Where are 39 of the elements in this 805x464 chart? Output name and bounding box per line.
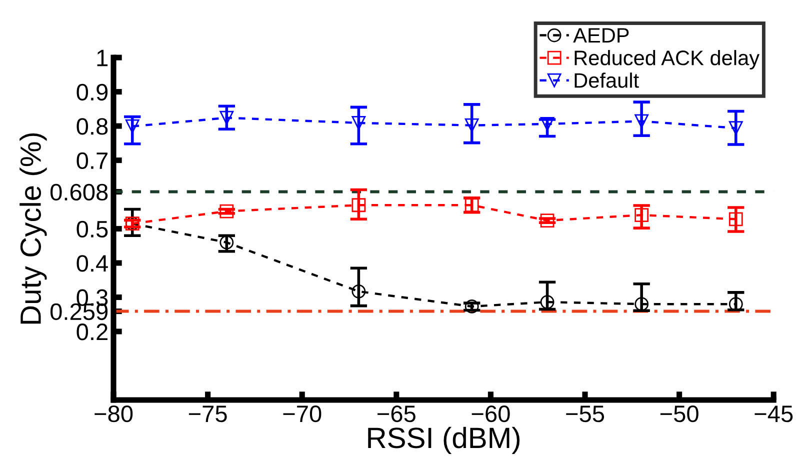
x-tick-label: −45 [754,406,793,422]
y-tick-label: 0.8 [76,118,108,135]
y-tick-label: 0.608 [50,184,108,201]
point [728,121,743,136]
point [352,284,366,298]
point [634,114,649,128]
point [220,204,234,218]
legend-label: Default [574,72,639,88]
y-tick-label: 0.5 [76,220,108,238]
point [540,117,554,131]
point [464,300,479,314]
y-tick-label: 0.4 [76,255,108,272]
y-tick-label: 0.7 [76,152,108,170]
point [220,110,234,125]
x-tick-label: −65 [378,405,416,422]
point [220,236,234,250]
point [352,198,366,212]
point [464,198,479,212]
point [634,208,649,222]
point [352,116,366,130]
y-tick-label: 0.9 [76,84,108,101]
y-tick-label: 0.2 [76,324,108,340]
x-tick-label: −50 [660,405,698,422]
point [125,119,140,134]
point [540,214,554,228]
x-tick-label: −70 [283,405,322,422]
y-tick-label: 1 [97,50,108,66]
point [540,295,554,309]
legend-label: Reduced ACK delay [574,50,760,70]
y-axis-title: Duty Cycle (%) [20,133,47,324]
legend-label: AEDP [573,28,629,43]
x-tick-label: −60 [472,405,510,422]
point [728,212,743,226]
x-tick-label: −75 [188,406,227,422]
point [464,118,479,132]
point [634,297,649,312]
x-tick-label: −80 [94,405,133,422]
x-tick-label: −55 [566,406,604,422]
x-axis-title: RSSI (dBM) [368,426,520,454]
